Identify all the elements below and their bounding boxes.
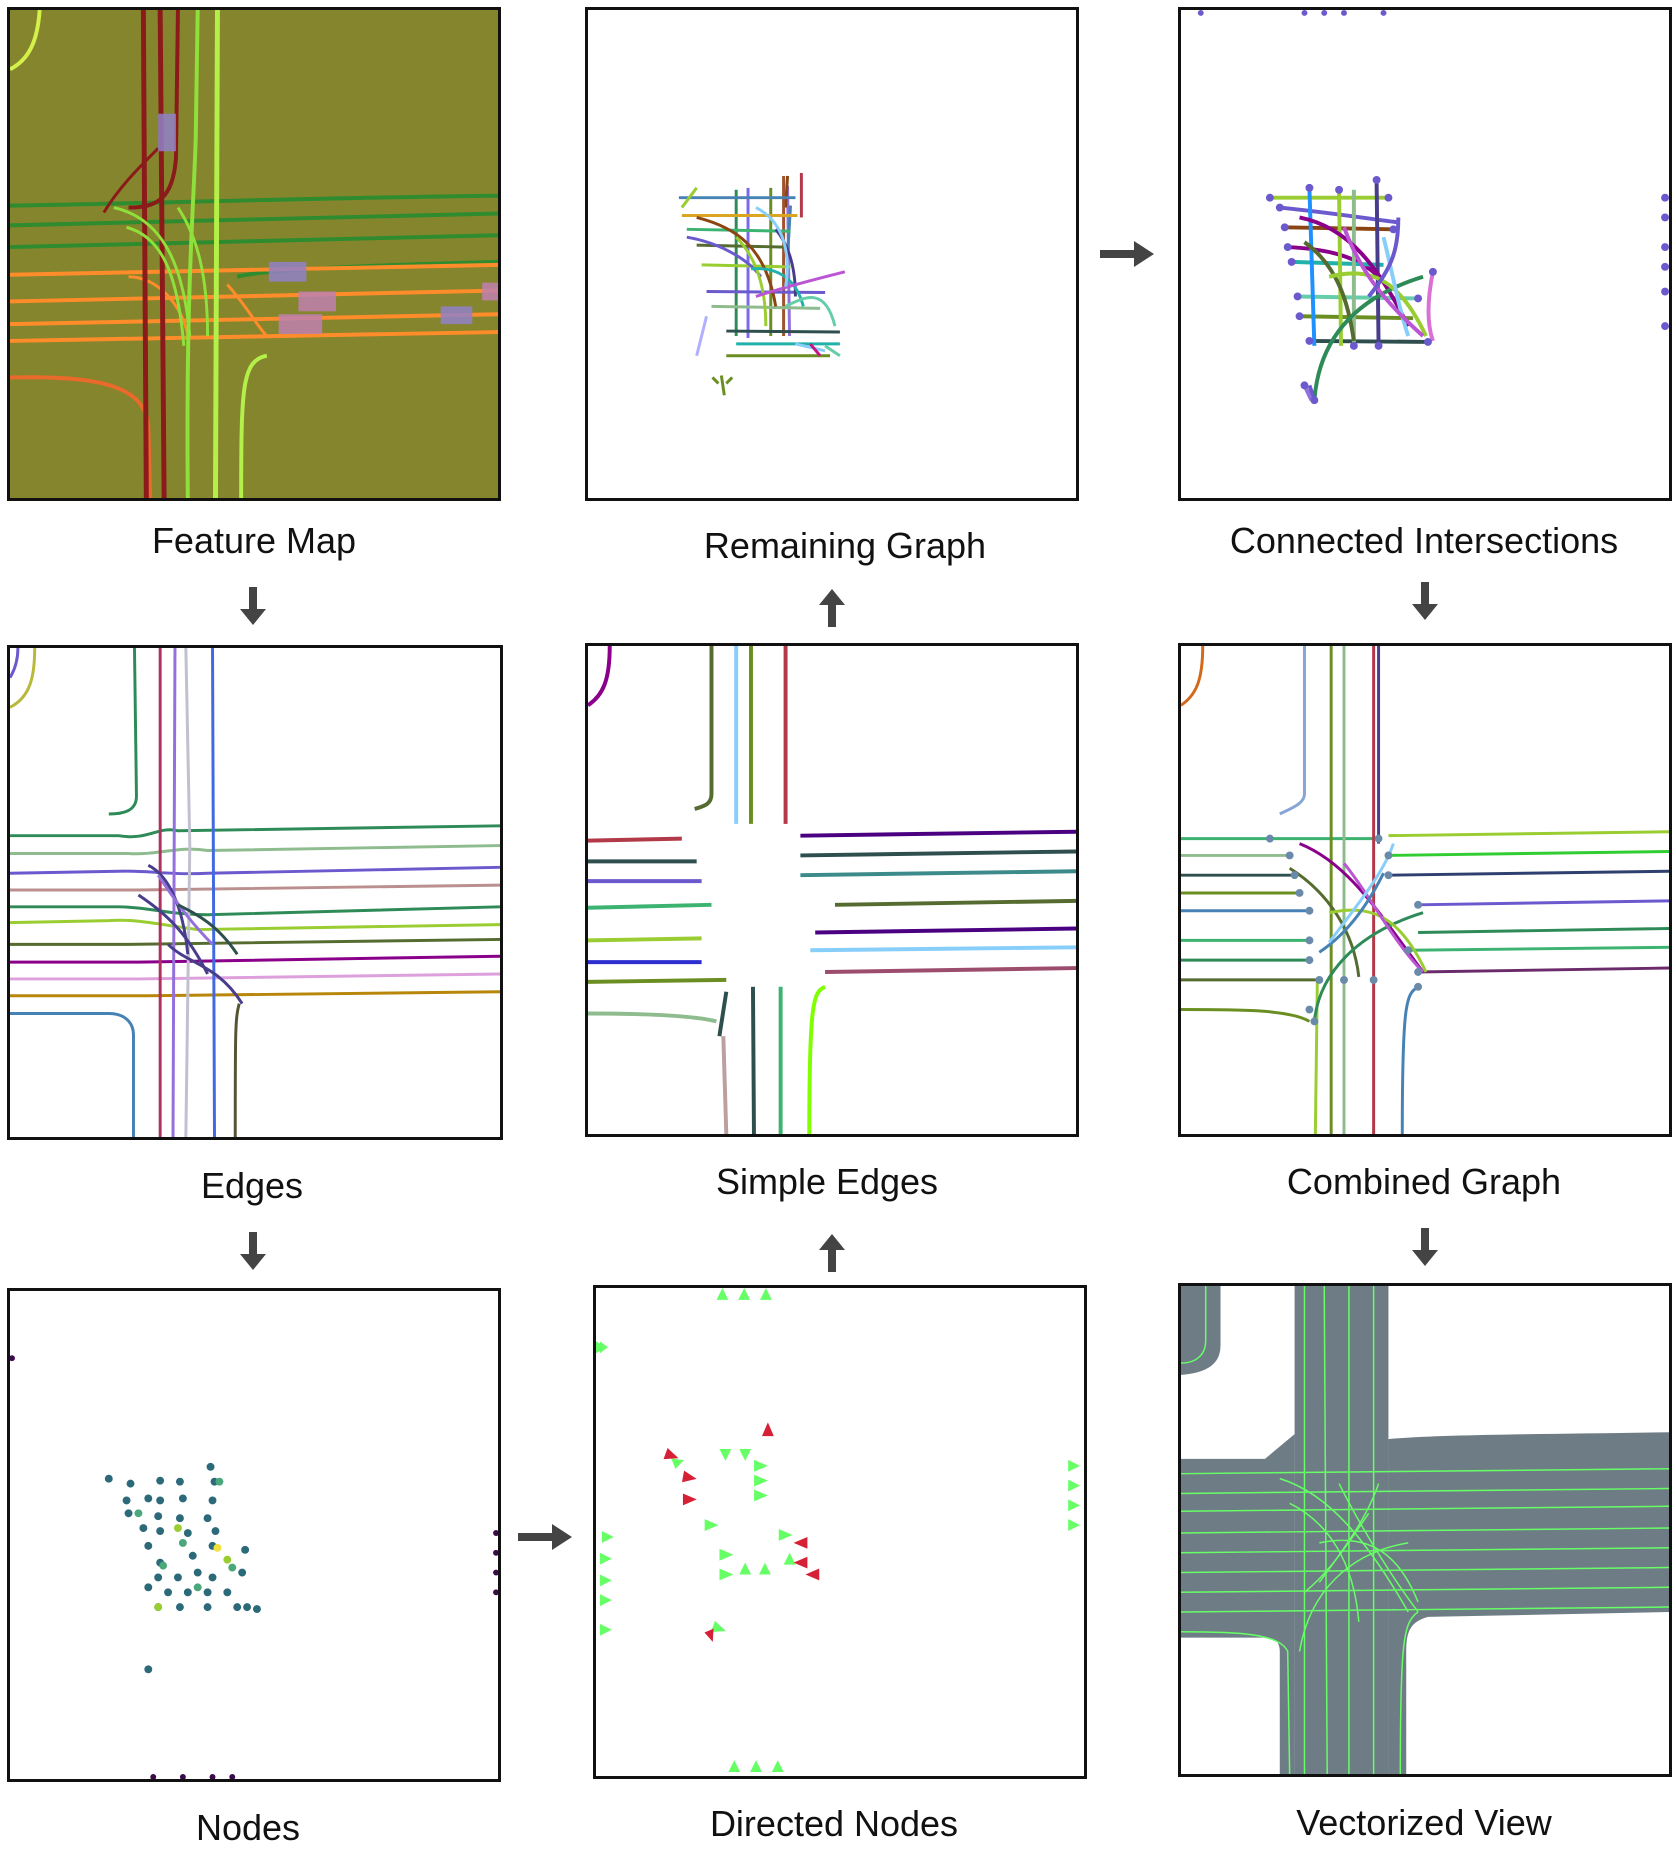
arrow-down-edges-to-nodes [240,1232,266,1270]
connected-intersections-image [1197,10,1669,405]
remaining-graph-image [678,172,846,396]
arrow-right-nodes-to-directed [518,1524,572,1550]
edges-panel [7,645,503,1140]
combined-graph-label: Combined Graph [1286,1161,1562,1202]
arrow-down-combined-to-vectorized [1412,1228,1438,1266]
arrow-up-directed-to-simple [819,1234,845,1272]
directed-nodes-label: Directed Nodes [709,1803,959,1844]
remaining-graph-panel [585,7,1079,501]
simple-edges-image [588,646,1076,1134]
edges-image [10,648,500,1137]
simple-edges-label: Simple Edges [715,1161,939,1202]
arrow-up-simple-to-remaining [819,589,845,627]
feature-map-image [10,10,498,498]
combined-graph-panel [1178,643,1672,1137]
feature-map-panel [7,7,501,501]
nodes-label: Nodes [195,1807,301,1848]
edges-label: Edges [200,1165,304,1206]
nodes-image [10,1355,498,1779]
directed-nodes-panel [593,1285,1087,1779]
arrow-down-feature-to-edges [240,587,266,625]
connected-intersections-panel [1178,7,1672,501]
nodes-panel [7,1288,501,1782]
simple-edges-panel [585,643,1079,1137]
arrow-down-connected-to-combined [1412,582,1438,620]
vectorized-view-image [1181,1286,1669,1774]
combined-graph-image [1181,646,1669,1134]
feature-map-label: Feature Map [151,520,357,561]
connected-intersections-label: Connected Intersections [1229,520,1619,561]
vectorized-view-panel [1178,1283,1672,1777]
vectorized-view-label: Vectorized View [1296,1802,1552,1843]
remaining-graph-label: Remaining Graph [703,525,987,566]
arrow-right-remaining-to-connected [1100,241,1154,267]
directed-nodes-image [596,1288,1081,1773]
